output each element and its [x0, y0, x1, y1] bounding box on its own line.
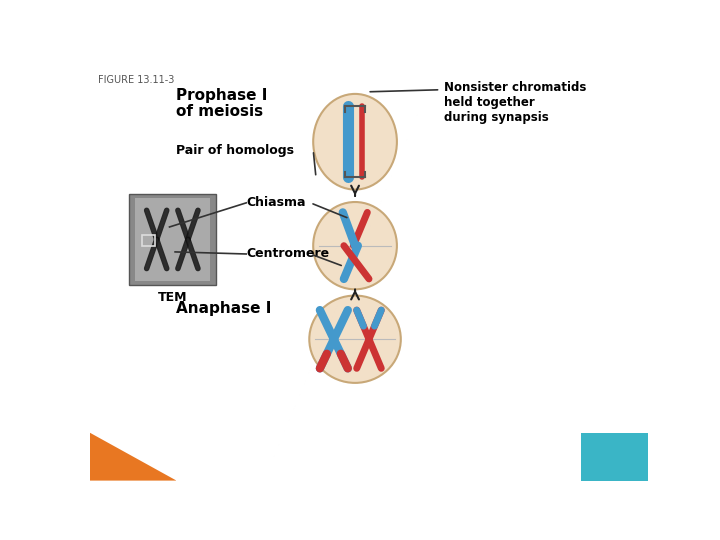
Ellipse shape	[313, 94, 397, 190]
Polygon shape	[90, 433, 176, 481]
Text: Pair of homologs: Pair of homologs	[176, 144, 294, 157]
Text: Centromere: Centromere	[246, 247, 329, 260]
Bar	[176, 458, 581, 481]
Text: Chiasma: Chiasma	[246, 197, 306, 210]
Text: Prophase I: Prophase I	[176, 87, 268, 103]
Bar	[129, 194, 215, 285]
Ellipse shape	[313, 202, 397, 289]
Text: Nonsister chromatids
held together
during synapsis: Nonsister chromatids held together durin…	[444, 82, 587, 124]
Ellipse shape	[310, 295, 401, 383]
Text: Anaphase I: Anaphase I	[176, 301, 272, 315]
Text: of meiosis: of meiosis	[176, 104, 264, 119]
Bar	[142, 235, 155, 246]
Bar	[135, 198, 210, 281]
Text: TEM: TEM	[158, 292, 187, 305]
Text: © 2011 Pearson Education, Inc.: © 2011 Pearson Education, Inc.	[213, 461, 333, 470]
Text: FIGURE 13.11-3: FIGURE 13.11-3	[99, 75, 175, 85]
Bar	[581, 433, 648, 481]
